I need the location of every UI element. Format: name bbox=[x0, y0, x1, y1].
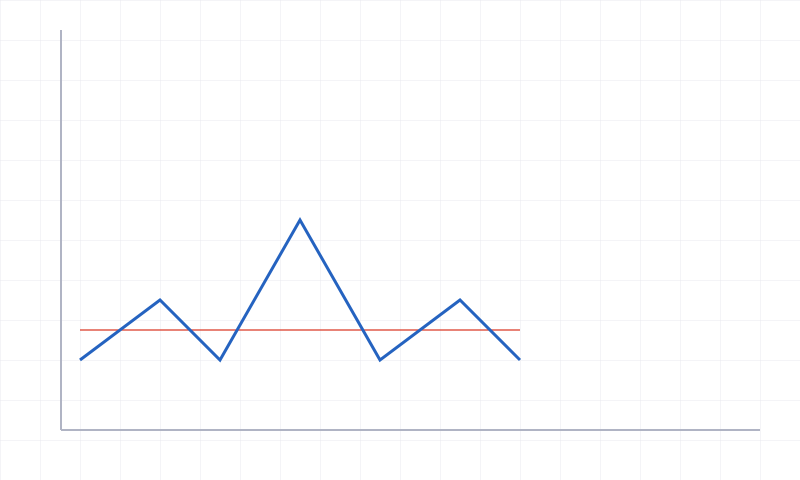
data-line bbox=[79, 216, 522, 363]
